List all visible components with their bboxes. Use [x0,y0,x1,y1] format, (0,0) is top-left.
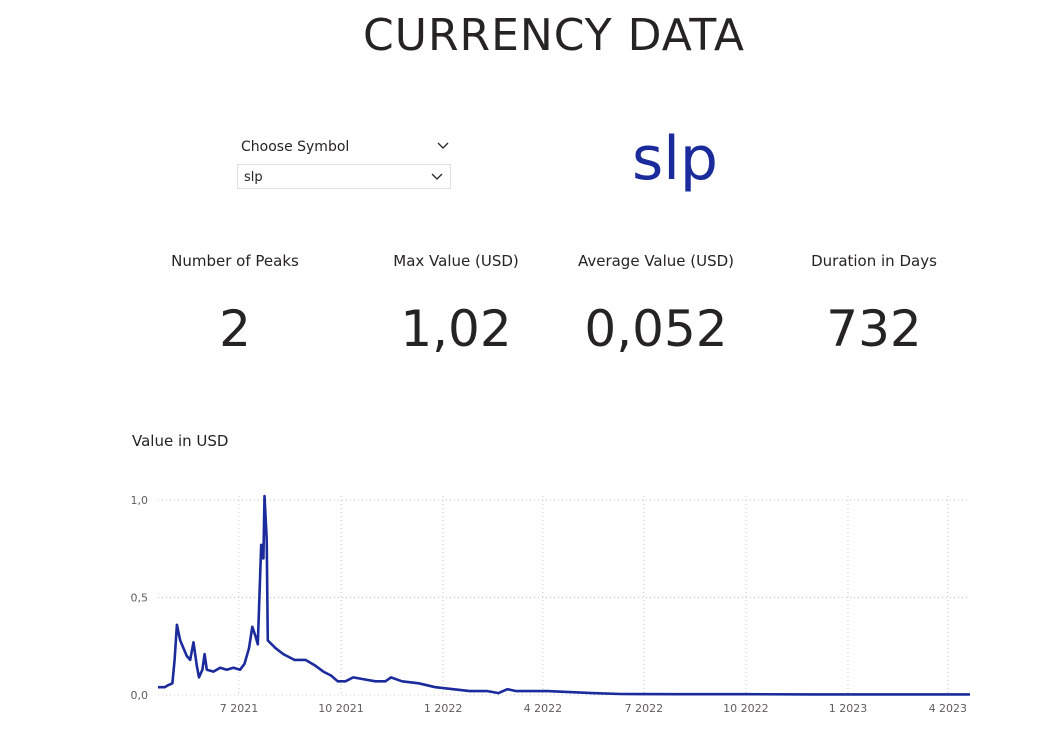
kpi-label-average: Average Value (USD) [577,252,735,270]
x-tick-label: 4 2022 [524,702,563,715]
kpi-value-peaks: 2 [219,300,251,358]
kpi-label-duration: Duration in Days [811,252,937,270]
slicer-label: Choose Symbol [241,139,350,155]
report-title: CURRENCY DATA [363,10,745,61]
x-tick-label: 4 2023 [929,702,968,715]
x-tick-label: 7 2021 [220,702,259,715]
x-tick-label: 10 2021 [318,702,364,715]
x-tick-label: 10 2022 [723,702,769,715]
kpi-value-duration: 732 [826,300,922,358]
symbol-dropdown-value: slp [244,170,263,185]
chart-title: Value in USD [132,432,229,450]
line-chart[interactable]: 0,0 0,5 1,0 7 2021 10 2021 1 2022 4 2022 7 2022… [0,460,1059,730]
kpi-value-max: 1,02 [400,300,512,358]
selected-symbol-card: slp [631,124,718,194]
x-tick-label: 1 2023 [829,702,868,715]
kpi-value-average: 0,052 [584,300,728,358]
x-tick-label: 1 2022 [424,702,463,715]
kpi-label-max: Max Value (USD) [393,252,519,270]
kpi-label-peaks: Number of Peaks [171,252,299,270]
chevron-down-icon [431,173,443,180]
y-tick-label: 0,0 [131,689,149,702]
y-tick-label: 1,0 [131,494,149,507]
chevron-down-icon[interactable] [436,139,450,153]
series-line[interactable] [158,494,970,696]
x-tick-label: 7 2022 [625,702,664,715]
symbol-dropdown[interactable]: slp [237,164,451,189]
y-tick-label: 0,5 [131,592,149,605]
